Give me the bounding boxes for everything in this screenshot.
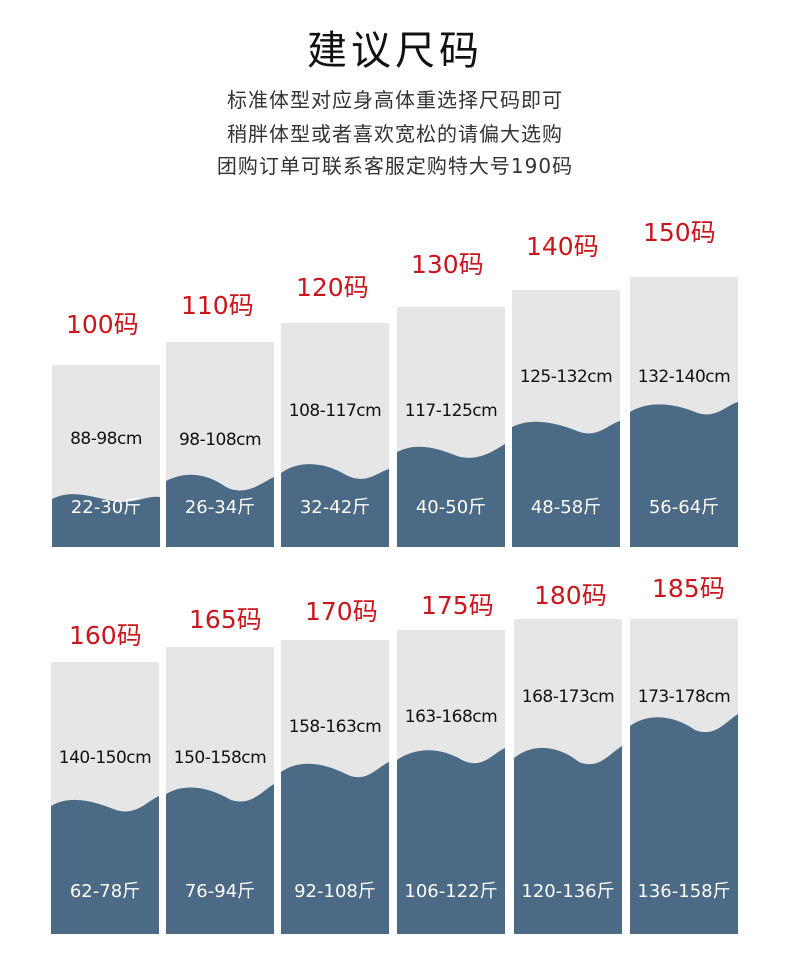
size-label: 165码 [189, 605, 262, 634]
weight-range: 76-94斤 [184, 881, 256, 902]
weight-range: 106-122斤 [404, 881, 498, 902]
size-card: 150-158cm 76-94斤 [166, 647, 274, 934]
weight-wave [52, 494, 160, 547]
size-card: 173-178cm 136-158斤 [630, 619, 738, 934]
size-label: 100码 [66, 310, 139, 339]
height-range: 140-150cm [58, 748, 152, 768]
weight-range: 92-108斤 [294, 881, 376, 902]
size-label: 120码 [296, 273, 369, 302]
weight-range: 62-78斤 [69, 881, 141, 902]
size-card: 168-173cm 120-136斤 [514, 619, 622, 934]
size-card: 108-117cm 32-42斤 [281, 323, 389, 547]
weight-wave [281, 464, 389, 547]
weight-wave [166, 784, 274, 934]
size-label: 185码 [652, 574, 725, 603]
weight-range: 40-50斤 [415, 497, 487, 518]
height-range: 108-117cm [288, 401, 382, 421]
subtitle-line-2: 稍胖体型或者喜欢宽松的请偏大选购 [227, 122, 563, 146]
size-card: 117-125cm 40-50斤 [397, 307, 505, 547]
size-label: 110码 [181, 291, 254, 320]
page-title: 建议尺码 [307, 28, 483, 74]
size-card: 132-140cm 56-64斤 [630, 277, 738, 547]
height-range: 88-98cm [70, 429, 142, 449]
weight-wave [166, 474, 274, 547]
size-card: 125-132cm 48-58斤 [512, 290, 620, 547]
height-range: 125-132cm [519, 367, 613, 387]
weight-range: 56-64斤 [648, 497, 720, 518]
size-card: 140-150cm 62-78斤 [51, 662, 159, 934]
height-range: 132-140cm [637, 367, 731, 387]
size-label: 160码 [69, 621, 142, 650]
size-label: 150码 [643, 218, 716, 247]
height-range: 173-178cm [637, 687, 731, 707]
height-range: 98-108cm [178, 430, 262, 450]
size-label: 170码 [305, 597, 378, 626]
height-range: 150-158cm [173, 748, 267, 768]
size-card: 88-98cm 22-30斤 [52, 365, 160, 547]
height-range: 163-168cm [404, 707, 498, 727]
size-card: 163-168cm 106-122斤 [397, 630, 505, 934]
weight-range: 22-30斤 [70, 497, 142, 518]
weight-wave [630, 402, 738, 547]
weight-range: 120-136斤 [521, 881, 615, 902]
weight-range: 136-158斤 [637, 881, 731, 902]
weight-wave [281, 762, 389, 934]
size-card: 158-163cm 92-108斤 [281, 640, 389, 934]
weight-wave [397, 444, 505, 547]
height-range: 168-173cm [521, 687, 615, 707]
height-range: 117-125cm [404, 401, 498, 421]
weight-range: 26-34斤 [184, 497, 256, 518]
weight-wave [512, 421, 620, 547]
weight-wave [630, 714, 738, 934]
weight-range: 32-42斤 [299, 497, 371, 518]
weight-wave [397, 748, 505, 934]
size-label: 180码 [534, 581, 607, 610]
subtitle-line-1: 标准体型对应身高体重选择尺码即可 [227, 88, 563, 112]
weight-range: 48-58斤 [530, 497, 602, 518]
height-range: 158-163cm [288, 717, 382, 737]
size-card: 98-108cm 26-34斤 [166, 342, 274, 547]
subtitle-line-3: 团购订单可联系客服定购特大号190码 [216, 154, 574, 178]
weight-wave [514, 746, 622, 934]
size-label: 130码 [411, 250, 484, 279]
size-label: 175码 [421, 591, 494, 620]
size-label: 140码 [526, 232, 599, 261]
weight-wave [51, 796, 159, 934]
